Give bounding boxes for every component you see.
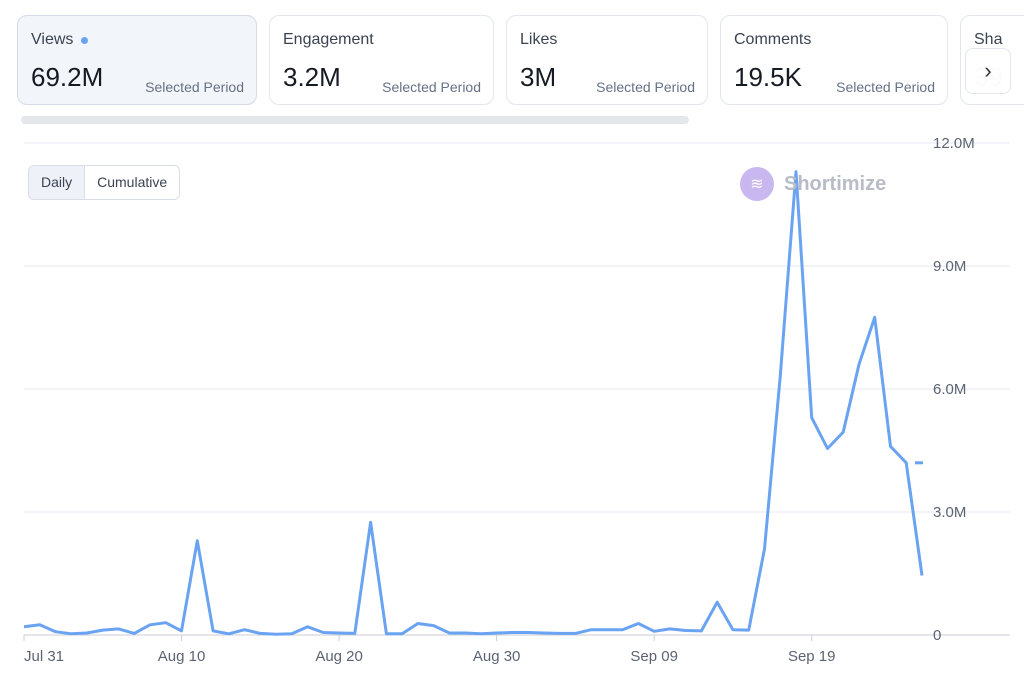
x-tick-label: Jul 31 (24, 648, 64, 665)
card-subtitle: Selected Period (596, 79, 695, 95)
shortimize-logo-icon: ≋ (740, 167, 774, 201)
toggle-daily[interactable]: Daily (29, 166, 86, 199)
x-tick-label: Sep 09 (630, 648, 678, 665)
chevron-right-icon: › (984, 58, 992, 83)
card-title-text: Likes (520, 31, 558, 48)
y-tick-label: 3.0M (933, 504, 966, 521)
card-subtitle: Selected Period (382, 79, 481, 95)
x-tick-label: Sep 19 (788, 648, 836, 665)
card-likes[interactable]: Likes 3M Selected Period (506, 15, 708, 105)
card-title-text: Comments (734, 31, 812, 48)
selected-dot-icon (81, 36, 89, 44)
card-title-text: Views (31, 31, 74, 48)
x-axis: Jul 31 Aug 10 Aug 20 Aug 30 Sep 09 Sep 19 (23, 635, 836, 665)
card-title: Likes (520, 31, 557, 49)
y-tick-label: 6.0M (933, 381, 966, 398)
y-tick-label: 9.0M (933, 258, 966, 275)
card-title: Sha (974, 31, 1002, 49)
x-tick-label: Aug 30 (473, 648, 521, 665)
metric-cards: Views 69.2M Selected Period Engagement 3… (0, 0, 1024, 140)
card-subtitle: Selected Period (836, 79, 935, 95)
card-subtitle: Selected Period (145, 79, 244, 95)
card-title: Views (31, 31, 89, 49)
card-value: 3M (520, 62, 557, 92)
series-line (23, 170, 924, 636)
card-title: Engagement (283, 31, 374, 49)
card-title-text: Engagement (283, 31, 374, 48)
card-value: 19.5K (734, 62, 802, 92)
card-title-text: Sha (974, 31, 1003, 48)
card-title: Comments (734, 31, 811, 49)
x-tick-label: Aug 10 (158, 648, 206, 665)
y-tick-label: 12.0M (933, 135, 975, 152)
card-comments[interactable]: Comments 19.5K Selected Period (720, 15, 948, 105)
y-tick-label: 0 (933, 627, 941, 644)
horizontal-scrollbar[interactable] (21, 116, 689, 124)
card-views[interactable]: Views 69.2M Selected Period (17, 15, 257, 105)
view-mode-toggle: Daily Cumulative (28, 165, 181, 200)
x-tick-label: Aug 20 (315, 648, 363, 665)
scroll-right-button[interactable]: › (965, 48, 1011, 94)
card-engagement[interactable]: Engagement 3.2M Selected Period (269, 15, 494, 105)
toggle-cumulative[interactable]: Cumulative (97, 174, 168, 190)
card-value: 69.2M (31, 62, 104, 92)
y-axis: 0 3.0M 6.0M 9.0M 12.0M (933, 135, 975, 644)
watermark: ≋ Shortimize (740, 167, 886, 201)
chart-grid (24, 142, 1010, 636)
card-value: 3.2M (283, 62, 341, 92)
watermark-text: Shortimize (784, 172, 887, 195)
